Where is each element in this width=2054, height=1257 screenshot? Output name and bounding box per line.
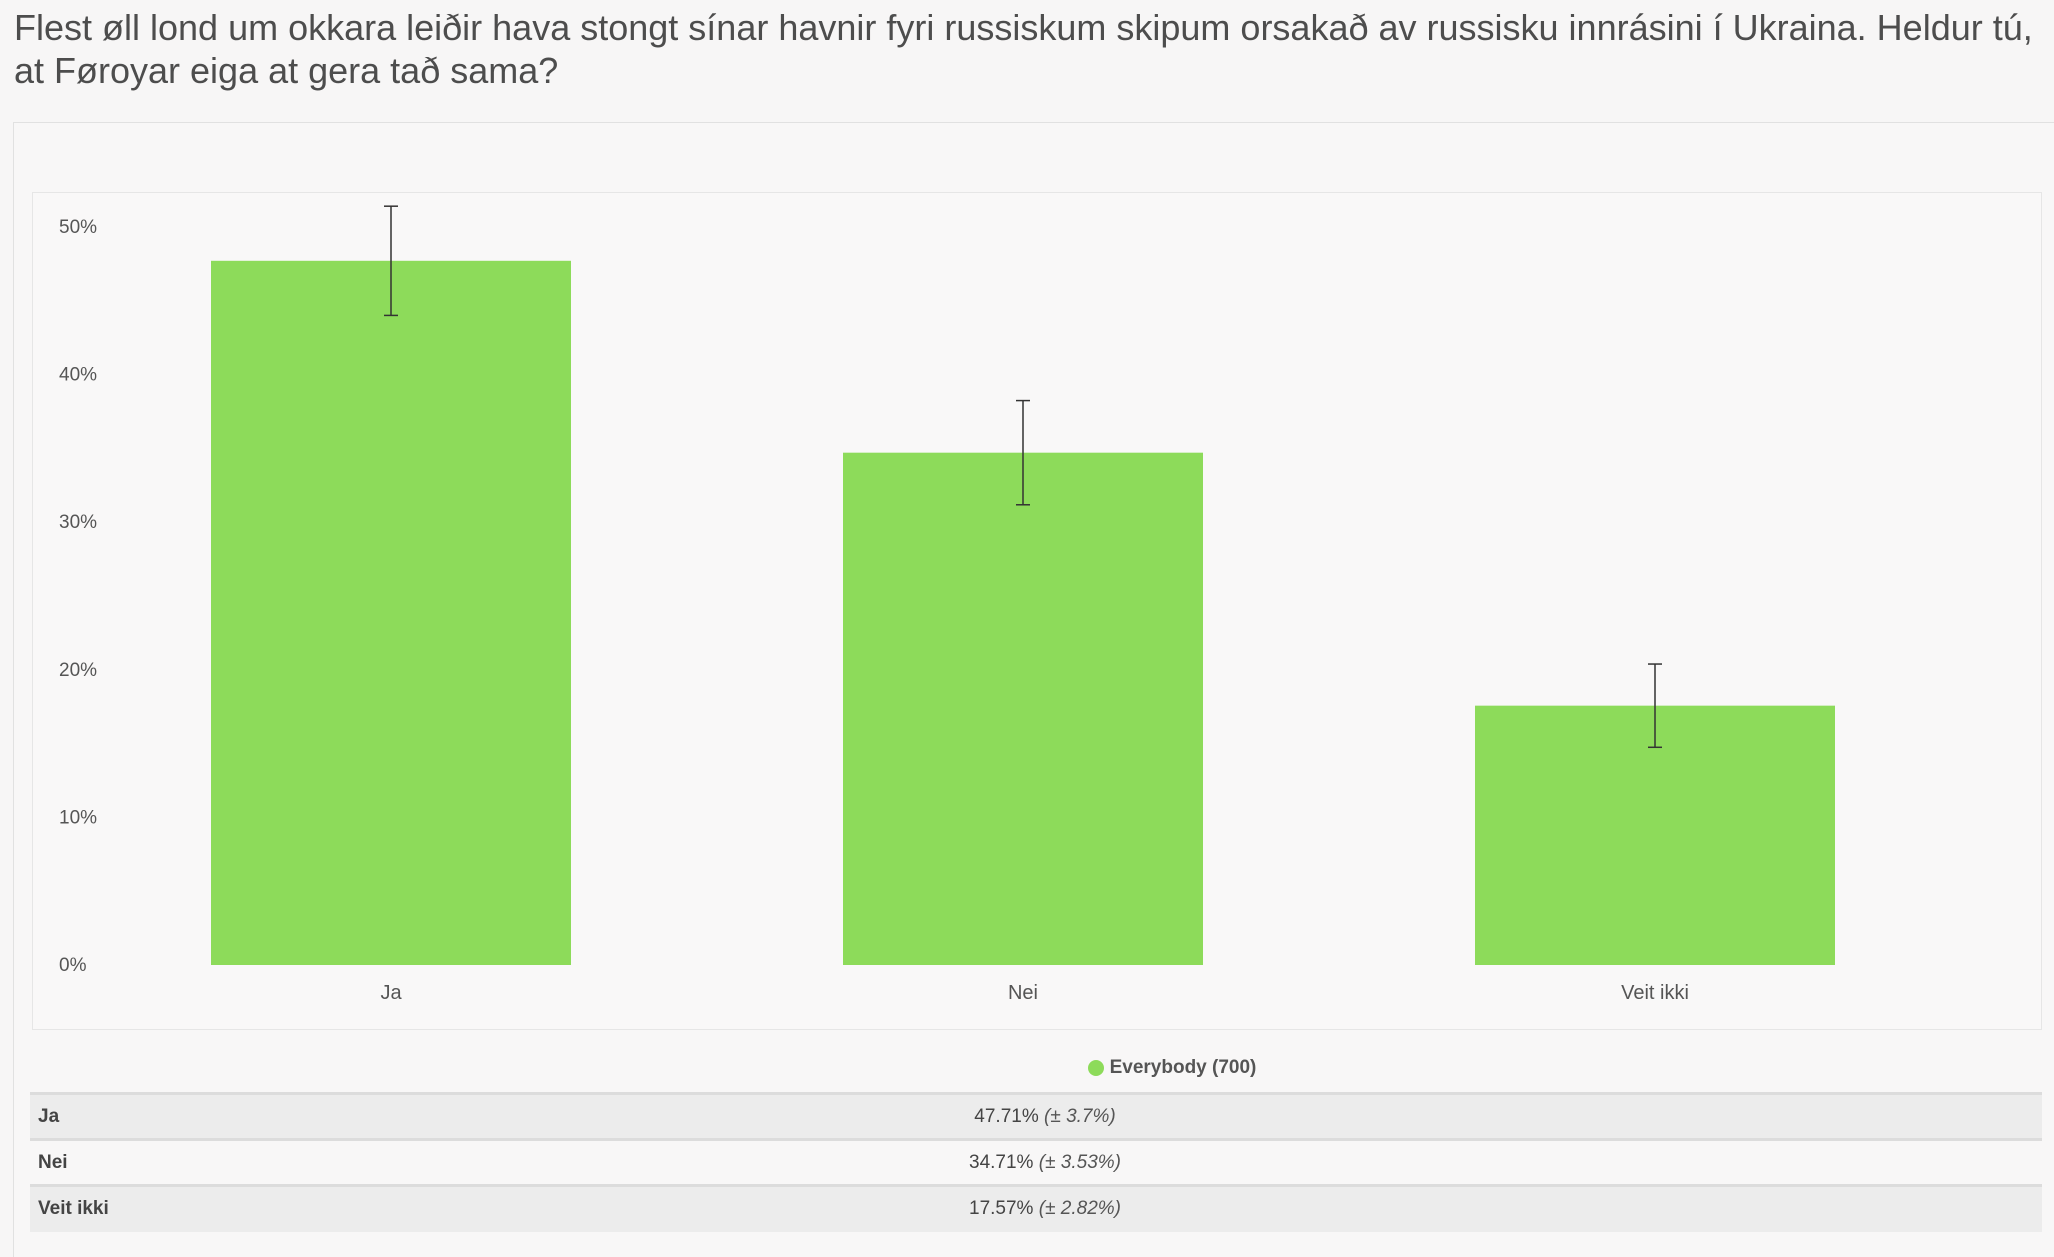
row-label: Veit ikki bbox=[38, 1198, 109, 1220]
bar-veit-ikki bbox=[1475, 705, 1835, 965]
question-title: Flest øll lond um okkara leiðir hava sto… bbox=[14, 7, 2033, 91]
bar-ja bbox=[211, 260, 571, 965]
bar-chart: 0% 10% 20% 30% 40% 50% Ja Nei Veit ikki bbox=[32, 192, 2042, 1030]
x-tick-label: Nei bbox=[1008, 982, 1038, 1004]
results-table: Ja 47.71% (± 3.7%) Nei 34.71% (± 3.53%) … bbox=[30, 1092, 2042, 1232]
y-tick-label: 0% bbox=[59, 955, 87, 976]
bar-nei bbox=[843, 452, 1203, 965]
chart-legend[interactable]: Everybody (700) bbox=[0, 1052, 2054, 1084]
table-row: Ja 47.71% (± 3.7%) bbox=[30, 1093, 2042, 1140]
table-row: Veit ikki 17.57% (± 2.82%) bbox=[30, 1185, 2042, 1232]
x-tick-label: Veit ikki bbox=[1621, 982, 1689, 1004]
y-tick-label: 50% bbox=[59, 217, 97, 238]
row-label: Nei bbox=[38, 1151, 68, 1173]
row-margin: (± 2.82%) bbox=[1038, 1198, 1121, 1220]
row-value: 47.71% bbox=[974, 1105, 1039, 1127]
x-tick-label: Ja bbox=[380, 982, 402, 1004]
row-value-cell: 47.71% (± 3.7%) bbox=[238, 1094, 2042, 1140]
y-tick-label: 40% bbox=[59, 365, 97, 386]
row-value-cell: 34.71% (± 3.53%) bbox=[238, 1140, 2042, 1186]
table-row: Nei 34.71% (± 3.53%) bbox=[30, 1139, 2042, 1186]
row-value: 34.71% bbox=[969, 1151, 1034, 1173]
row-label: Ja bbox=[38, 1105, 60, 1127]
row-value: 17.57% bbox=[969, 1198, 1034, 1220]
row-margin: (± 3.53%) bbox=[1038, 1151, 1121, 1173]
y-tick-label: 30% bbox=[59, 512, 97, 533]
legend-label: Everybody (700) bbox=[1109, 1057, 1257, 1078]
row-value-cell: 17.57% (± 2.82%) bbox=[238, 1186, 2042, 1232]
y-tick-label: 20% bbox=[59, 660, 97, 681]
bar-chart-svg: 0% 10% 20% 30% 40% 50% Ja Nei Veit ikki bbox=[59, 205, 1835, 1004]
y-tick-label: 10% bbox=[59, 807, 97, 828]
row-margin: (± 3.7%) bbox=[1044, 1105, 1116, 1127]
legend-color-dot bbox=[1087, 1060, 1104, 1076]
